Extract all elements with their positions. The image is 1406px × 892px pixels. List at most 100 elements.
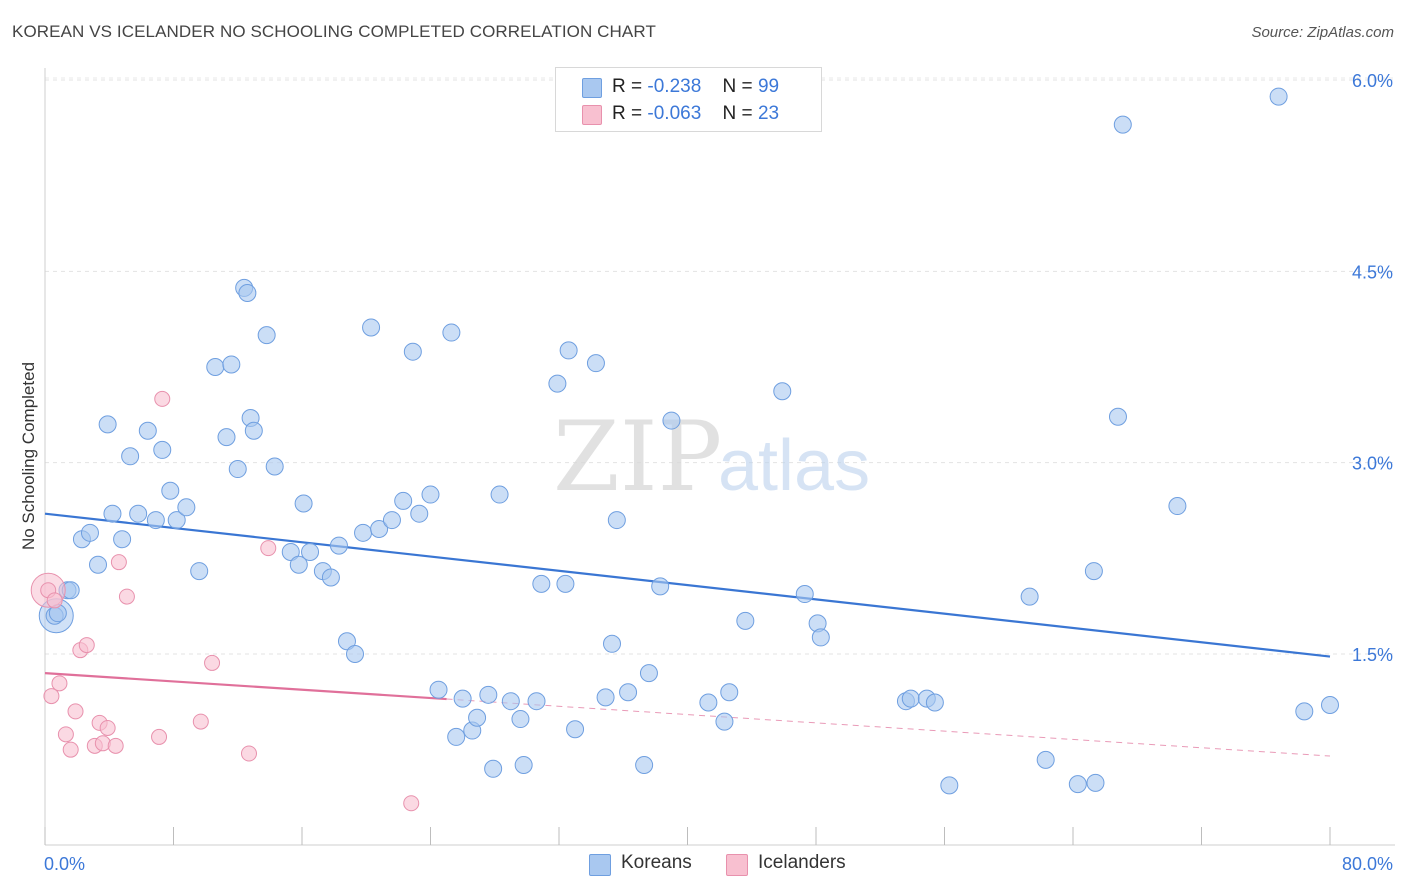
korean-point (346, 645, 365, 663)
korean-point (403, 342, 422, 361)
korean-point (337, 632, 356, 651)
icelander-point (94, 735, 111, 752)
icelander-point (118, 588, 135, 605)
korean-point (556, 574, 575, 593)
tick-labels: 1.5% 3.0% 4.5% 6.0% 0.0% 80.0% (44, 71, 1393, 874)
korean-point (146, 511, 165, 530)
icelander-point (204, 654, 221, 671)
axes (44, 68, 1395, 846)
korean-point (1084, 562, 1103, 581)
n-label: N = (722, 103, 753, 124)
korean-point (1036, 750, 1055, 769)
trend-lines (44, 512, 1331, 757)
r-value-koreans: -0.238 (647, 76, 702, 97)
stats-row-koreans: R = -0.238 N = 99 (582, 76, 779, 98)
icelander-point (260, 540, 277, 557)
korean-point (566, 720, 585, 739)
korean-point (89, 555, 108, 574)
korean-point (129, 504, 148, 523)
icelander-point (67, 703, 84, 720)
korean-point (429, 680, 448, 699)
korean-point (289, 555, 308, 574)
koreans-legend-swatch (589, 854, 611, 876)
icelanders-trend-line-solid (44, 672, 447, 701)
korean-point (281, 542, 300, 561)
korean-point (301, 542, 320, 561)
korean-point (80, 523, 99, 542)
korean-point (394, 491, 413, 510)
korean-point (321, 568, 340, 587)
icelander-point (43, 688, 60, 705)
korean-point (1086, 773, 1105, 792)
legend-item-koreans[interactable]: Koreans (589, 852, 692, 876)
korean-point (362, 318, 381, 337)
icelander-point (192, 713, 209, 730)
y-tick-label: 6.0% (1352, 71, 1393, 91)
korean-point (1108, 407, 1127, 426)
korean-point (217, 428, 236, 447)
korean-point (1020, 587, 1039, 606)
stats-row-icelanders: R = -0.063 N = 23 (582, 103, 779, 125)
korean-point (635, 755, 654, 774)
korean-point (639, 664, 658, 683)
grid-lines (45, 77, 1395, 655)
r-label: R = (612, 76, 643, 97)
icelander-point (154, 390, 171, 407)
korean-point (940, 776, 959, 795)
korean-point (490, 485, 509, 504)
legend-label-icelanders: Icelanders (758, 852, 846, 873)
korean-point (559, 341, 578, 360)
korean-point (651, 577, 670, 596)
korean-point (720, 683, 739, 702)
korean-point (103, 504, 122, 523)
icelander-point (78, 637, 95, 654)
r-label: R = (612, 103, 643, 124)
data-points (30, 87, 1339, 812)
n-value-icelanders: 23 (757, 103, 780, 124)
korean-point (453, 689, 472, 708)
icelanders-legend-swatch (726, 854, 748, 876)
icelander-point (57, 726, 74, 743)
korean-point (586, 354, 605, 373)
korean-point (514, 755, 533, 774)
korean-point (1321, 696, 1339, 715)
watermark-atlas: atlas (718, 426, 870, 506)
korean-point (1295, 702, 1314, 721)
y-tick-label: 3.0% (1352, 454, 1393, 474)
korean-point (329, 536, 348, 555)
y-tick-label: 4.5% (1352, 262, 1393, 282)
icelander-point (403, 795, 420, 812)
korean-point (370, 519, 389, 538)
icelander-point (62, 741, 79, 758)
korean-point (294, 494, 313, 513)
source-label: Source: ZipAtlas.com (1251, 24, 1394, 41)
korean-point (410, 504, 429, 523)
korean-point (548, 374, 567, 393)
korean-point (1068, 775, 1087, 794)
korean-point (484, 759, 503, 778)
korean-point (206, 358, 225, 376)
korean-point (811, 628, 830, 647)
n-label: N = (722, 76, 753, 97)
korean-point (603, 634, 622, 653)
x-tick-label-max: 80.0% (1342, 854, 1393, 874)
icelander-point (51, 675, 68, 692)
korean-point (265, 457, 284, 476)
korean-point (447, 727, 466, 746)
korean-point (619, 683, 638, 702)
korean-point (382, 511, 401, 530)
korean-point (1269, 87, 1288, 106)
korean-point (113, 530, 132, 549)
korean-point (662, 411, 681, 430)
korean-point (699, 693, 718, 712)
icelander-point (99, 719, 116, 736)
r-value-icelanders: -0.063 (647, 103, 702, 124)
korean-point (167, 511, 186, 530)
korean-point (238, 284, 257, 303)
y-tick-label: 1.5% (1352, 645, 1393, 665)
legend-item-icelanders[interactable]: Icelanders (726, 852, 846, 876)
korean-point (98, 415, 117, 434)
icelanders-swatch (582, 105, 602, 125)
korean-point (421, 485, 440, 504)
